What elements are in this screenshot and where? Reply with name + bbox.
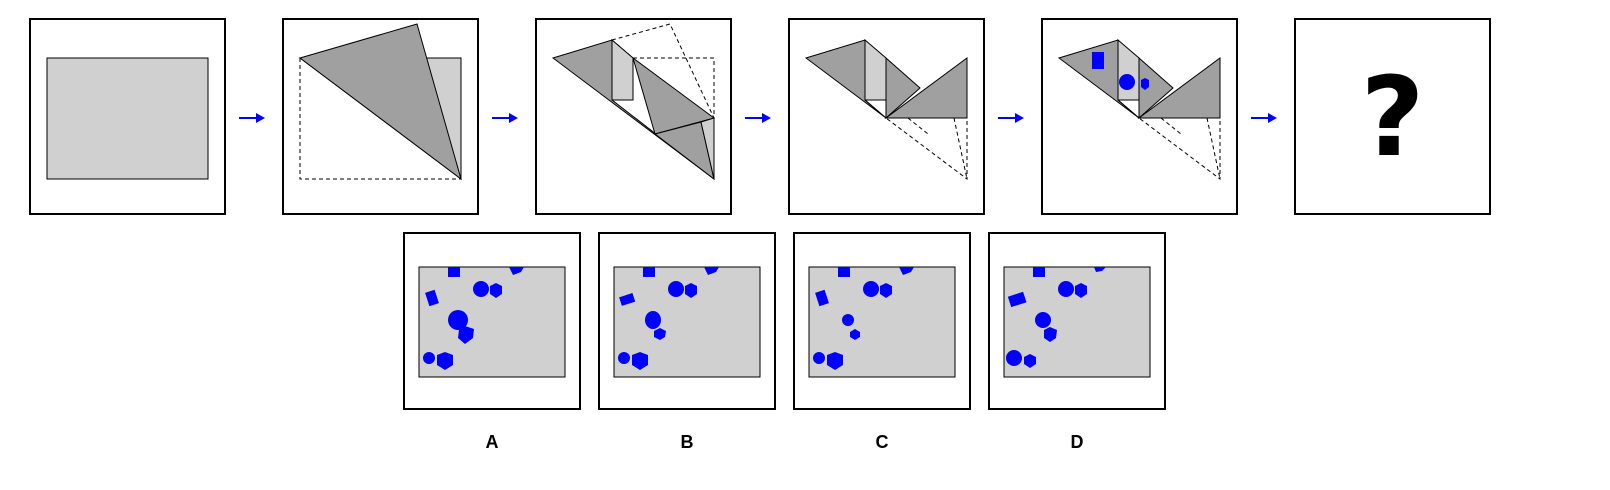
square-hole: [643, 267, 655, 277]
hexagon-hole: [458, 326, 474, 344]
hexagon-hole: [1024, 354, 1036, 368]
hexagon-hole: [1075, 283, 1087, 298]
circle-hole: [813, 352, 825, 364]
option-label-d: D: [1070, 432, 1084, 452]
square-hole: [815, 289, 829, 307]
square-hole: [1092, 52, 1104, 69]
hexagon-hole: [1044, 327, 1057, 342]
hexagon-hole: [685, 283, 697, 298]
option-b-panel[interactable]: [598, 232, 776, 410]
option-label-a: A: [485, 432, 499, 452]
hexagon-hole: [704, 267, 719, 275]
step-1-panel: [29, 18, 226, 215]
hexagon-hole: [509, 267, 524, 275]
option-d-panel[interactable]: [988, 232, 1166, 410]
hexagon-hole: [850, 329, 860, 340]
folded-flap: [611, 38, 634, 101]
circle-hole: [1119, 74, 1135, 90]
circle-hole: [1035, 312, 1051, 328]
option-c-panel[interactable]: [793, 232, 971, 410]
right-arrow-icon: [238, 111, 266, 130]
right-arrow-icon: [744, 111, 772, 130]
step-5-panel: [1041, 18, 1238, 215]
hexagon-hole: [1094, 267, 1106, 272]
folded-flap: [1138, 56, 1174, 120]
hexagon-hole: [654, 328, 666, 340]
hexagon-hole: [490, 283, 502, 298]
fold-outline: [299, 58, 461, 180]
hexagon-hole: [437, 352, 453, 370]
circle-hole: [1058, 281, 1074, 297]
circle-hole: [423, 352, 435, 364]
square-hole: [1033, 267, 1045, 277]
circle-hole: [473, 281, 489, 297]
question-mark: ?: [1360, 52, 1425, 181]
step-3-panel: [535, 18, 732, 215]
hexagon-hole: [899, 267, 914, 275]
fold-outline: [884, 117, 968, 181]
question-panel: ?: [1294, 18, 1491, 215]
right-arrow-icon: [491, 111, 519, 130]
square-hole: [1007, 291, 1027, 308]
circle-hole: [842, 314, 854, 326]
step-2-panel: [282, 18, 479, 215]
square-hole: [838, 267, 850, 277]
right-arrow-icon: [1250, 111, 1278, 130]
circle-hole: [668, 281, 684, 297]
square-hole: [448, 267, 460, 277]
folded-flap: [885, 56, 921, 120]
folded-flap: [864, 38, 887, 101]
option-a-panel[interactable]: [403, 232, 581, 410]
option-label-c: C: [875, 432, 889, 452]
circle-hole: [448, 310, 468, 330]
hexagon-hole: [632, 352, 648, 370]
circle-hole: [1006, 350, 1022, 366]
folded-flap: [700, 117, 715, 180]
option-label-b: B: [680, 432, 694, 452]
folded-flap: [1117, 38, 1140, 101]
hexagon-hole: [880, 283, 892, 298]
right-arrow-icon: [997, 111, 1025, 130]
circle-hole: [863, 281, 879, 297]
square-hole: [619, 293, 636, 306]
square-hole: [425, 289, 439, 307]
paper-sheet: [46, 57, 209, 180]
folded-flap: [298, 23, 462, 181]
step-4-panel: [788, 18, 985, 215]
hexagon-hole: [827, 352, 843, 370]
circle-hole: [618, 352, 630, 364]
fold-outline: [1137, 117, 1221, 181]
circle-hole: [645, 311, 661, 329]
hexagon-hole: [1141, 78, 1149, 90]
